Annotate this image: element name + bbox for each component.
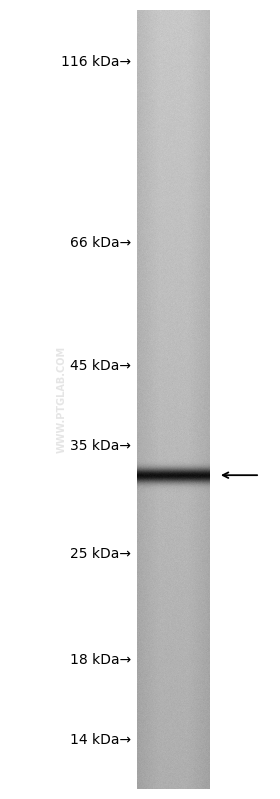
Text: 116 kDa→: 116 kDa→ [61,55,131,69]
Text: 45 kDa→: 45 kDa→ [70,359,131,373]
Text: 18 kDa→: 18 kDa→ [70,653,131,666]
Text: WWW.PTGLAB.COM: WWW.PTGLAB.COM [57,346,67,453]
Text: 66 kDa→: 66 kDa→ [70,236,131,250]
Text: 14 kDa→: 14 kDa→ [70,733,131,747]
Text: 35 kDa→: 35 kDa→ [70,439,131,453]
Text: 25 kDa→: 25 kDa→ [70,547,131,561]
